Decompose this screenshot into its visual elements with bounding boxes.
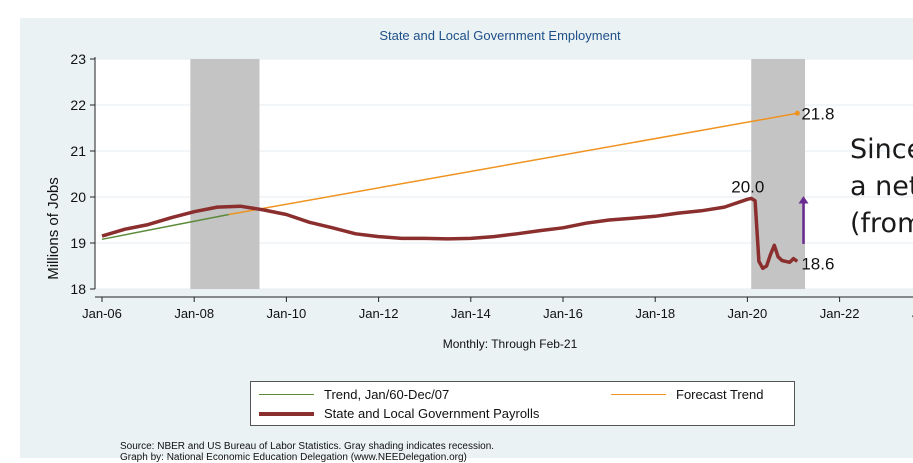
y-axis-label: Millions of Jobs — [44, 176, 62, 280]
legend-label-trend: Trend, Jan/60-Dec/07 — [324, 387, 450, 402]
legend-label-forecast: Forecast Trend — [676, 387, 764, 402]
x-tick-label-Jan-16: Jan-16 — [543, 306, 583, 321]
recession-band-1 — [190, 59, 260, 289]
data-label-peak: 20.0 — [731, 177, 764, 196]
overlay-text-line-3: (from — [850, 208, 913, 239]
x-tick-label-Jan-14: Jan-14 — [451, 306, 491, 321]
data-label-forecast-end: 21.8 — [801, 104, 834, 123]
series-line-2 — [228, 112, 798, 216]
overlay-text-line-2: a net — [850, 171, 913, 202]
series-line-3 — [101, 196, 799, 271]
x-tick-label-Jan-20: Jan-20 — [728, 306, 768, 321]
legend-item-payrolls: State and Local Government Payrolls — [259, 406, 539, 421]
y-axis-label-wrap: Millions of Jobs — [38, 98, 68, 358]
x-tick-label-Jan-10: Jan-10 — [267, 306, 307, 321]
source-line-2: Graph by: National Economic Education De… — [120, 452, 467, 463]
series-line-1 — [101, 213, 229, 241]
y-tick-label-19: 19 — [70, 235, 86, 251]
x-tick-label-Jan-06: Jan-06 — [82, 306, 122, 321]
recession-band-2 — [751, 59, 806, 289]
y-tick-label-21: 21 — [70, 143, 86, 159]
x-tick-label-Jan-22: Jan-22 — [820, 306, 860, 321]
chart-title: State and Local Government Employment — [379, 28, 621, 43]
x-tick-label-Jan-24: Jan-24 — [912, 306, 913, 321]
y-tick-label-23: 23 — [70, 51, 86, 67]
legend-swatch-trend — [259, 394, 314, 395]
x-axis-label: Monthly: Through Feb-21 — [443, 337, 578, 351]
y-tick-label-20: 20 — [70, 189, 86, 205]
legend-swatch-payrolls — [259, 411, 314, 416]
y-tick-label-22: 22 — [70, 97, 86, 113]
x-tick-label-Jan-08: Jan-08 — [174, 306, 214, 321]
data-label-latest: 18.6 — [801, 254, 834, 273]
forecast-end-marker — [794, 110, 800, 116]
chart-panel: 18 19 20 21 22 23 Jan-06 Jan-08 Jan-10 Jan-12 Jan-… — [20, 18, 913, 463]
legend-item-forecast: Forecast Trend — [611, 387, 763, 402]
legend: Trend, Jan/60-Dec/07 Forecast Trend Stat… — [250, 381, 795, 426]
legend-swatch-forecast — [611, 394, 666, 395]
source-note: Source: NBER and US Bureau of Labor Stat… — [120, 441, 494, 463]
legend-item-trend: Trend, Jan/60-Dec/07 — [259, 387, 449, 402]
source-line-1: Source: NBER and US Bureau of Labor Stat… — [120, 441, 495, 452]
y-tick-label-18: 18 — [70, 281, 86, 297]
x-tick-label-Jan-18: Jan-18 — [635, 306, 675, 321]
annotation-arrow-head — [798, 196, 809, 204]
employment-chart: 18 19 20 21 22 23 Jan-06 Jan-08 Jan-10 Jan-12 Jan-… — [70, 28, 913, 351]
legend-label-payrolls: State and Local Government Payrolls — [324, 406, 540, 421]
overlay-text-line-1: Since — [850, 134, 913, 165]
x-tick-label-Jan-12: Jan-12 — [359, 306, 399, 321]
